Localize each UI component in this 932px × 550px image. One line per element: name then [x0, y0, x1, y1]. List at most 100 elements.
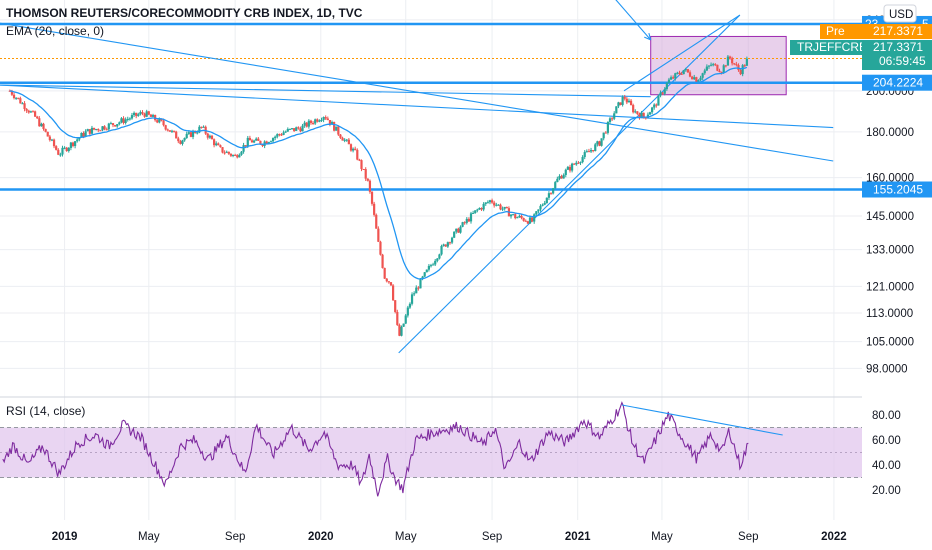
candle-body-338 — [720, 72, 723, 74]
candle-body-164 — [354, 148, 357, 150]
arrow-line — [615, 0, 652, 41]
candle-body-239 — [512, 214, 515, 216]
candle-body-122 — [265, 141, 268, 144]
candle-body-287 — [613, 113, 616, 119]
trendlines[interactable] — [0, 0, 834, 354]
candle-body-278 — [594, 144, 597, 152]
symbol-label-bg — [790, 40, 862, 55]
candle-body-45 — [103, 126, 106, 130]
candle-body-249 — [533, 214, 536, 222]
candle-body-26 — [63, 147, 66, 149]
candle-body-144 — [311, 122, 315, 124]
y-tick-label-9: 98.0000 — [866, 363, 908, 375]
candle-body-230 — [493, 202, 496, 206]
rsi-line — [2, 401, 749, 497]
candle-body-59 — [132, 112, 136, 116]
candle-body-32 — [76, 139, 79, 142]
candle-body-250 — [535, 211, 538, 215]
candle-body-96 — [210, 135, 214, 140]
candle-body-100 — [219, 145, 222, 148]
candle-body-79 — [175, 131, 178, 139]
currency-badge-bg — [883, 4, 917, 23]
candle-body-261 — [558, 176, 561, 179]
pre-price: 217.3371 — [873, 24, 923, 38]
candle-body-119 — [259, 140, 262, 145]
candle-body-114 — [248, 137, 251, 141]
candle-body-142 — [307, 120, 310, 127]
candle-body-310 — [661, 92, 664, 94]
candle-body-317 — [676, 72, 679, 74]
x-tick-label-9: 2022 — [821, 531, 847, 543]
candle-body-150 — [324, 117, 327, 119]
candle-body-91 — [200, 126, 203, 128]
candle-body-269 — [575, 162, 578, 165]
candle-body-22 — [55, 146, 58, 150]
candle-body-179 — [385, 278, 388, 282]
candle-body-267 — [570, 163, 574, 171]
pre-label-bg — [820, 24, 862, 39]
candle-body-132 — [286, 129, 289, 132]
candle-body-219 — [469, 213, 473, 222]
candle-body-3 — [15, 97, 18, 99]
candle-body-211 — [453, 231, 456, 238]
rsi-tick-label-3: 20.00 — [872, 485, 901, 497]
candle-body-342 — [728, 56, 732, 59]
candle-body-61 — [137, 114, 140, 116]
trendline-0 — [0, 84, 834, 129]
candle-body-184 — [396, 311, 399, 325]
candle-body-81 — [179, 141, 182, 144]
candle-body-207 — [444, 244, 447, 247]
candle-body-224 — [480, 208, 483, 210]
candle-body-160 — [345, 139, 348, 141]
candle-body-343 — [731, 58, 734, 64]
candle-body-138 — [299, 128, 302, 132]
horizontal-levels[interactable] — [0, 22, 862, 191]
candle-body-235 — [503, 206, 506, 209]
candle-body-210 — [450, 237, 454, 243]
candle-body-292 — [623, 96, 626, 99]
candle-body-285 — [608, 118, 612, 123]
candle-body-328 — [699, 77, 702, 80]
candle-body-256 — [547, 193, 551, 198]
candle-body-163 — [351, 148, 355, 151]
candle-body-107 — [234, 154, 237, 156]
candle-body-53 — [120, 118, 123, 123]
candle-body-281 — [600, 138, 603, 146]
candle-body-191 — [410, 294, 414, 304]
rsi-tick-label-2: 40.00 — [872, 460, 901, 472]
ema-legend: EMA (20, close, 0) — [6, 24, 104, 38]
candle-body-329 — [701, 73, 704, 78]
candle-body-266 — [568, 166, 572, 171]
candle-body-333 — [709, 64, 713, 66]
candle-body-48 — [109, 123, 113, 125]
candle-body-331 — [705, 66, 708, 71]
candle-body-182 — [391, 285, 395, 301]
candle-body-290 — [619, 102, 622, 105]
candle-body-19 — [48, 136, 51, 141]
rsi-legend: RSI (14, close) — [6, 404, 85, 418]
trendline-3 — [623, 14, 741, 92]
candle-body-75 — [166, 129, 169, 131]
candle-body-49 — [111, 123, 115, 126]
candle-body-192 — [413, 293, 416, 295]
candle-body-34 — [80, 132, 83, 138]
candle-body-29 — [69, 142, 72, 148]
candle-body-67 — [149, 114, 153, 117]
y-tick-label-7: 113.0000 — [866, 308, 913, 320]
current-price: 217.3371 — [873, 40, 923, 54]
candle-body-102 — [223, 152, 226, 154]
y-tick-label-2: 180.0000 — [866, 127, 914, 139]
candle-body-117 — [255, 138, 258, 141]
candle-body-13 — [36, 116, 39, 119]
x-tick-label-0: 2019 — [52, 531, 78, 543]
candle-body-183 — [394, 300, 397, 312]
candle-body-299 — [638, 113, 641, 118]
candle-body-180 — [387, 281, 390, 283]
level-tag-1-bg — [862, 181, 932, 198]
candle-body-168 — [362, 168, 365, 170]
candle-body-57 — [128, 118, 131, 120]
candle-body-118 — [257, 138, 260, 141]
candle-body-12 — [33, 111, 37, 117]
